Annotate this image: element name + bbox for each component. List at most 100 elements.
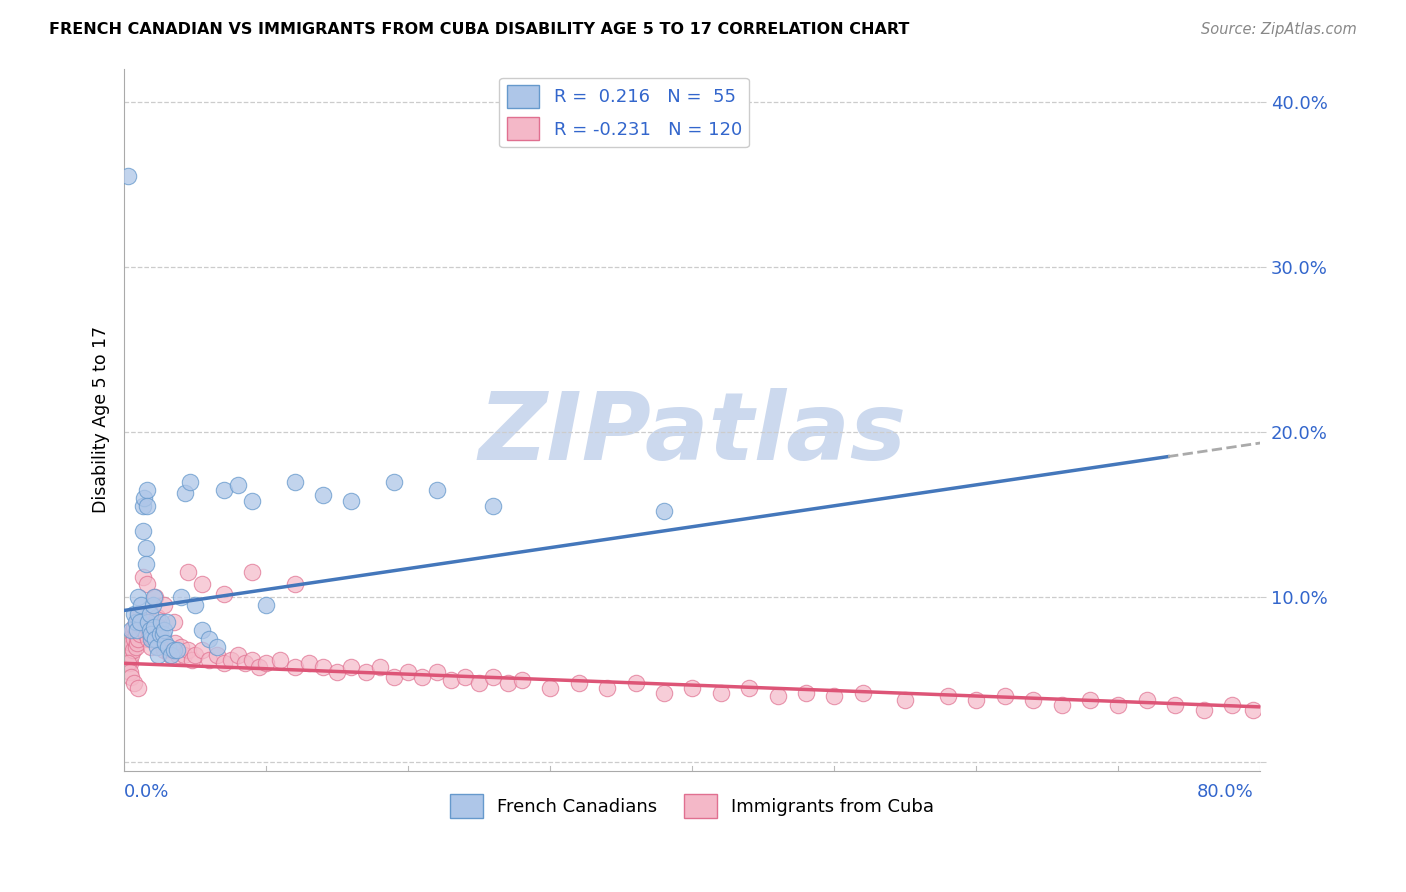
- Point: [136, 500, 159, 514]
- Point: [149, 626, 172, 640]
- Point: [247, 659, 270, 673]
- Point: [138, 615, 160, 629]
- Point: [156, 640, 179, 654]
- Point: [496, 676, 519, 690]
- Point: [1078, 692, 1101, 706]
- Point: [150, 632, 173, 646]
- Point: [136, 577, 159, 591]
- Point: [118, 657, 141, 671]
- Point: [191, 643, 214, 657]
- Point: [652, 686, 675, 700]
- Point: [165, 636, 187, 650]
- Text: ZIPatlas: ZIPatlas: [478, 388, 907, 480]
- Point: [205, 648, 228, 662]
- Point: [152, 636, 174, 650]
- Point: [142, 632, 165, 646]
- Point: [131, 524, 153, 538]
- Text: 80.0%: 80.0%: [1197, 783, 1253, 801]
- Point: [141, 640, 163, 654]
- Point: [179, 475, 201, 489]
- Point: [482, 669, 505, 683]
- Point: [118, 643, 141, 657]
- Point: [1050, 698, 1073, 712]
- Point: [148, 648, 170, 662]
- Point: [122, 632, 145, 646]
- Point: [124, 615, 146, 629]
- Point: [191, 624, 214, 638]
- Point: [128, 626, 150, 640]
- Point: [114, 636, 136, 650]
- Point: [396, 665, 419, 679]
- Point: [240, 494, 263, 508]
- Point: [145, 591, 167, 605]
- Point: [136, 620, 159, 634]
- Point: [117, 640, 139, 654]
- Point: [652, 504, 675, 518]
- Point: [212, 483, 235, 497]
- Point: [166, 643, 188, 657]
- Point: [1241, 702, 1264, 716]
- Point: [139, 624, 162, 638]
- Point: [426, 483, 449, 497]
- Point: [454, 669, 477, 683]
- Point: [115, 632, 138, 646]
- Point: [115, 643, 138, 657]
- Point: [240, 566, 263, 580]
- Point: [823, 690, 845, 704]
- Point: [125, 624, 148, 638]
- Point: [162, 643, 184, 657]
- Point: [198, 632, 221, 646]
- Point: [468, 676, 491, 690]
- Point: [124, 640, 146, 654]
- Point: [148, 620, 170, 634]
- Point: [177, 643, 200, 657]
- Point: [118, 665, 141, 679]
- Point: [212, 587, 235, 601]
- Point: [120, 624, 142, 638]
- Point: [120, 640, 142, 654]
- Point: [312, 659, 335, 673]
- Point: [1220, 698, 1243, 712]
- Point: [153, 643, 176, 657]
- Point: [382, 669, 405, 683]
- Point: [167, 648, 190, 662]
- Point: [141, 632, 163, 646]
- Point: [127, 607, 149, 621]
- Point: [131, 570, 153, 584]
- Point: [128, 620, 150, 634]
- Point: [139, 607, 162, 621]
- Point: [118, 632, 141, 646]
- Point: [1107, 698, 1129, 712]
- Point: [156, 615, 179, 629]
- Point: [219, 653, 242, 667]
- Point: [538, 681, 561, 695]
- Point: [120, 669, 142, 683]
- Point: [117, 648, 139, 662]
- Point: [170, 591, 193, 605]
- Point: [181, 653, 204, 667]
- Point: [174, 486, 197, 500]
- Point: [122, 607, 145, 621]
- Point: [852, 686, 875, 700]
- Y-axis label: Disability Age 5 to 17: Disability Age 5 to 17: [93, 326, 110, 513]
- Point: [139, 626, 162, 640]
- Point: [143, 620, 166, 634]
- Point: [122, 676, 145, 690]
- Point: [117, 657, 139, 671]
- Point: [738, 681, 761, 695]
- Point: [120, 636, 142, 650]
- Text: Source: ZipAtlas.com: Source: ZipAtlas.com: [1201, 22, 1357, 37]
- Point: [440, 673, 463, 687]
- Point: [936, 690, 959, 704]
- Point: [142, 599, 165, 613]
- Point: [1164, 698, 1187, 712]
- Point: [143, 591, 166, 605]
- Point: [240, 653, 263, 667]
- Point: [124, 626, 146, 640]
- Point: [340, 659, 363, 673]
- Point: [766, 690, 789, 704]
- Point: [141, 626, 163, 640]
- Text: 0.0%: 0.0%: [124, 783, 170, 801]
- Point: [121, 643, 143, 657]
- Point: [138, 632, 160, 646]
